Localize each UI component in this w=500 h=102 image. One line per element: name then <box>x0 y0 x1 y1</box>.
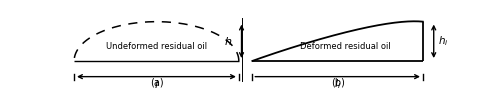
Text: $l$: $l$ <box>154 79 159 90</box>
Text: $h_i$: $h_i$ <box>438 34 449 48</box>
Text: Deformed residual oil: Deformed residual oil <box>300 42 391 50</box>
Text: $l_i$: $l_i$ <box>334 78 341 91</box>
Text: $h$: $h$ <box>224 35 232 47</box>
Text: Undeformed residual oil: Undeformed residual oil <box>106 42 207 50</box>
Text: (a): (a) <box>150 78 164 88</box>
Text: (b): (b) <box>330 78 344 88</box>
